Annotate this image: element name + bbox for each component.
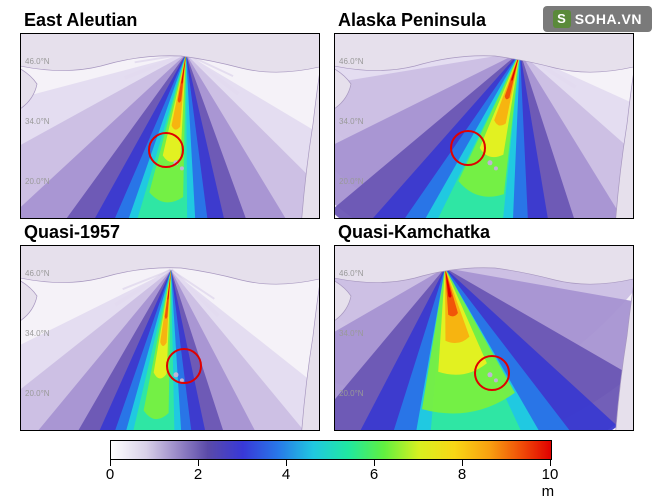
panel-title: Quasi-Kamchatka bbox=[338, 222, 634, 243]
panel-quasi_kamchatka: Quasi-Kamchatka 46.0°N 34.0°N 20.0°N bbox=[334, 222, 634, 430]
colorbar-tick-label: 10 m bbox=[542, 466, 559, 500]
svg-text:20.0°N: 20.0°N bbox=[339, 389, 364, 398]
panel-grid: East Aleutian 46.0°N34.0°N20.0°N Alaska … bbox=[20, 10, 640, 430]
watermark-icon: S bbox=[553, 10, 571, 28]
colorbar-container: 0246810 m bbox=[100, 440, 560, 490]
highlight-circle bbox=[166, 348, 202, 384]
colorbar-tick-label: 0 bbox=[106, 466, 114, 483]
map-plot: 46.0°N 34.0°N 20.0°N bbox=[20, 33, 320, 219]
svg-text:46.0°N: 46.0°N bbox=[339, 57, 364, 66]
svg-text:34.0°N: 34.0°N bbox=[339, 117, 364, 126]
map-plot: 46.0°N 34.0°N 20.0°N bbox=[334, 33, 634, 219]
panel-quasi_1957: Quasi-1957 46.0°N 34.0°N 20.0°N bbox=[20, 222, 320, 430]
svg-text:20.0°N: 20.0°N bbox=[339, 177, 364, 186]
colorbar-ticks: 0246810 m bbox=[110, 460, 550, 482]
highlight-circle bbox=[474, 355, 510, 391]
svg-text:20.0°N: 20.0°N bbox=[25, 389, 50, 398]
map-plot: 46.0°N 34.0°N 20.0°N bbox=[20, 245, 320, 431]
watermark-text: SOHA.VN bbox=[575, 11, 642, 27]
svg-text:34.0°N: 34.0°N bbox=[25, 329, 50, 338]
colorbar-tick-label: 8 bbox=[458, 466, 466, 483]
svg-text:34.0°N: 34.0°N bbox=[339, 329, 364, 338]
svg-text:46.0°N: 46.0°N bbox=[25, 57, 50, 66]
watermark-badge: S SOHA.VN bbox=[543, 6, 652, 32]
svg-text:46.0°N: 46.0°N bbox=[339, 269, 364, 278]
colorbar-tick-label: 6 bbox=[370, 466, 378, 483]
svg-text:46.0°N: 46.0°N bbox=[25, 269, 50, 278]
map-plot: 46.0°N 34.0°N 20.0°N bbox=[334, 245, 634, 431]
panel-title: East Aleutian bbox=[24, 10, 320, 31]
panel-title: Quasi-1957 bbox=[24, 222, 320, 243]
svg-text:20.0°N: 20.0°N bbox=[25, 177, 50, 186]
panel-alaska_peninsula: Alaska Peninsula 46.0°N34.0°N20.0°N bbox=[334, 10, 634, 218]
highlight-circle bbox=[148, 132, 184, 168]
colorbar-tick-label: 4 bbox=[282, 466, 290, 483]
panel-east_aleutian: East Aleutian 46.0°N 34.0°N 20.0°N bbox=[20, 10, 320, 218]
svg-text:34.0°N: 34.0°N bbox=[25, 117, 50, 126]
colorbar bbox=[110, 440, 552, 460]
figure-container: S SOHA.VN East Aleutian 46.0°N 34.0°N 20.0… bbox=[0, 0, 660, 502]
colorbar-tick-label: 2 bbox=[194, 466, 202, 483]
